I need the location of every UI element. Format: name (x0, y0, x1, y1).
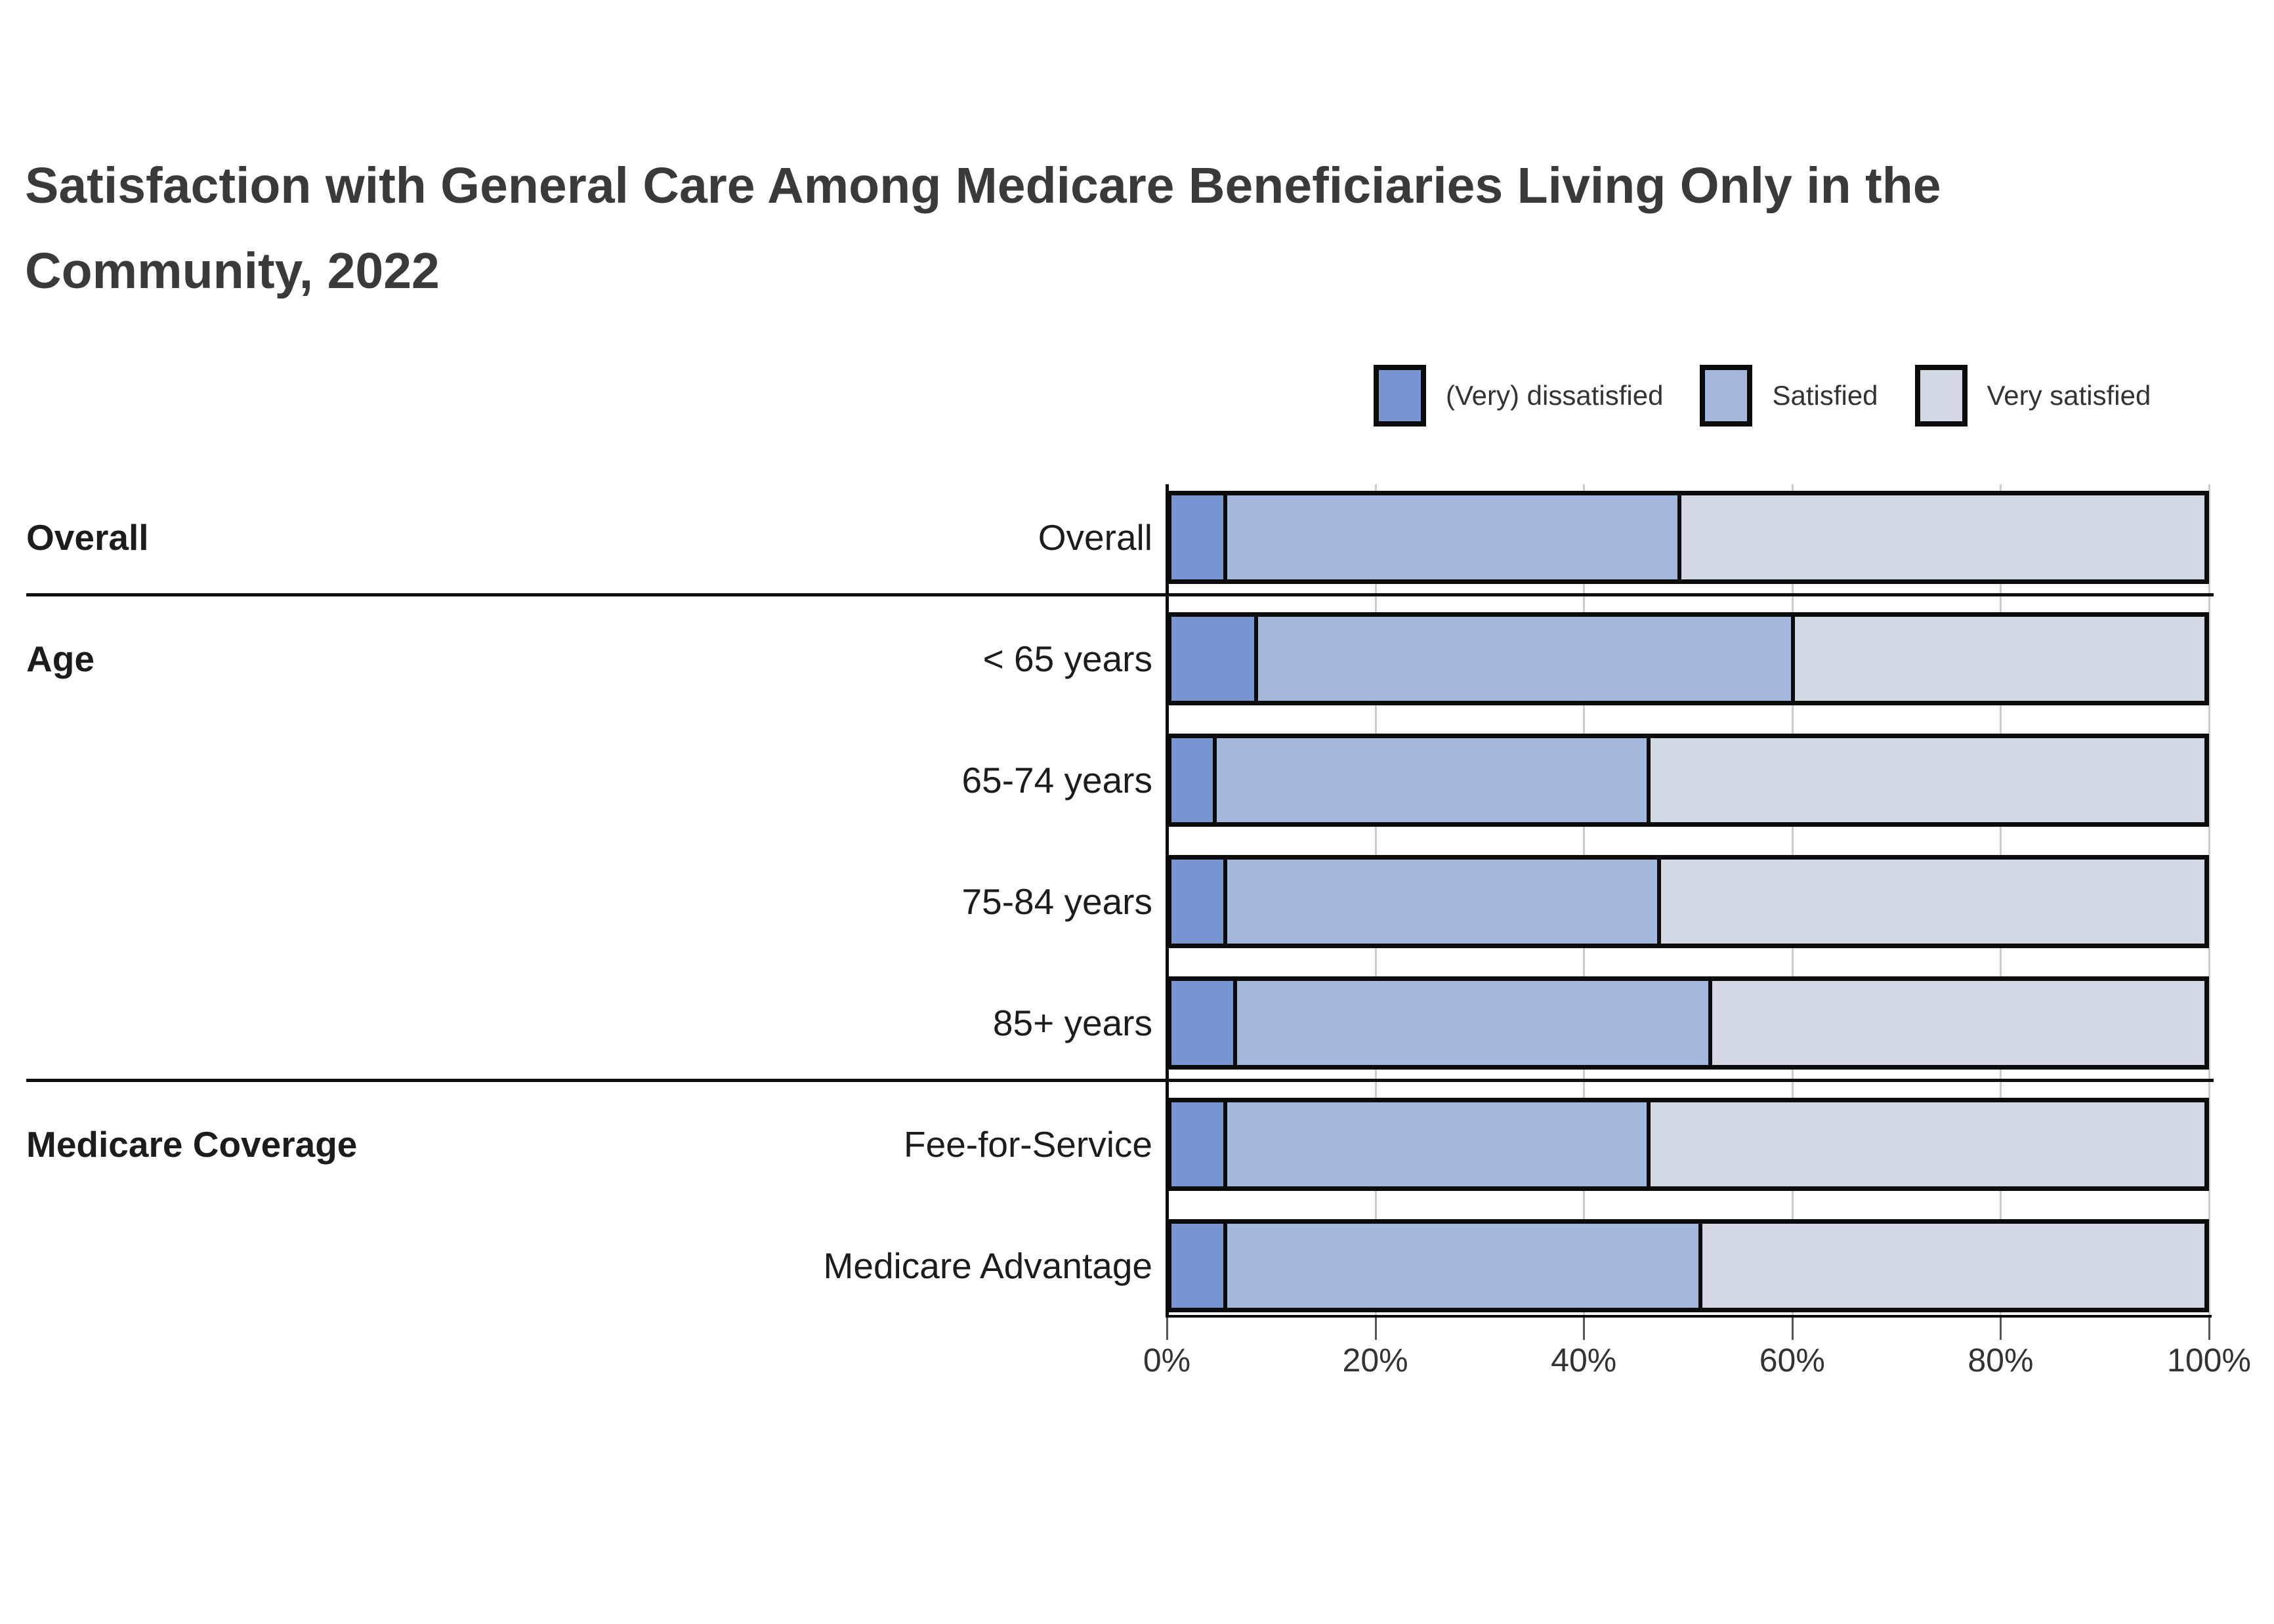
legend-label: (Very) dissatisfied (1446, 380, 1664, 411)
x-axis-line (1166, 1315, 2212, 1318)
bar-segment (1233, 981, 1709, 1065)
axis-tick (1374, 1318, 1377, 1340)
bar-segment (1223, 860, 1657, 944)
legend-swatch-icon (1374, 365, 1426, 427)
axis-tick (1583, 1318, 1586, 1340)
chart-title-line2: Community, 2022 (25, 243, 440, 299)
bar-segment (1171, 1224, 1223, 1308)
bar-segment (1171, 981, 1234, 1065)
bar-segment (1171, 1102, 1223, 1186)
row-label: Medicare Advantage (823, 1245, 1152, 1286)
legend-item: Satisfied (1700, 365, 1878, 427)
bar-segment (1223, 1224, 1698, 1308)
bar-segment (1253, 617, 1792, 701)
legend-swatch-icon (1914, 365, 1968, 427)
chart-title: Satisfaction with General Care Among Med… (25, 143, 2243, 314)
axis-tick (2208, 1318, 2210, 1340)
axis-tick-label: 0% (1143, 1342, 1191, 1379)
bar-segment (1698, 1224, 2204, 1308)
row-label: < 65 years (982, 638, 1152, 679)
legend: (Very) dissatisfied Satisfied Very satisfi… (1374, 365, 2151, 427)
bar-row (1167, 491, 2209, 584)
row-label: 75-84 years (961, 881, 1152, 922)
bar-segment (1677, 495, 2204, 579)
group-label: Medicare Coverage (26, 1124, 358, 1165)
axis-tick-label: 80% (1968, 1342, 2034, 1379)
bar-row (1167, 1098, 2209, 1191)
bar-segment (1656, 860, 2204, 944)
bar-segment (1647, 1102, 2204, 1186)
bar-segment (1223, 1102, 1647, 1186)
group-separator (26, 593, 2214, 596)
axis-tick-label: 40% (1551, 1342, 1617, 1379)
row-label: 85+ years (992, 1003, 1152, 1043)
axis-tick-label: 60% (1759, 1342, 1825, 1379)
row-label: 65-74 years (961, 760, 1152, 801)
bar-segment (1171, 617, 1254, 701)
axis-tick-label: 20% (1342, 1342, 1408, 1379)
legend-label: Very satisfied (1987, 380, 2151, 411)
axis-tick (1791, 1318, 1794, 1340)
chart-title-line1: Satisfaction with General Care Among Med… (25, 157, 1941, 214)
axis-tick-label: 100% (2167, 1342, 2251, 1379)
legend-label: Satisfied (1772, 380, 1878, 411)
bar-segment (1212, 738, 1647, 822)
bar-row (1167, 855, 2209, 948)
legend-item: (Very) dissatisfied (1374, 365, 1663, 427)
y-axis-line (1166, 484, 1169, 1318)
bar-row (1167, 612, 2209, 705)
bar-segment (1171, 495, 1223, 579)
legend-swatch-icon (1700, 365, 1753, 427)
gridline (2208, 484, 2210, 1315)
bar-row (1167, 976, 2209, 1070)
bar-segment (1171, 738, 1213, 822)
group-label: Age (26, 638, 95, 679)
bar-segment (1223, 495, 1678, 579)
group-separator (26, 1079, 2214, 1082)
bar-row (1167, 734, 2209, 827)
bar-segment (1791, 617, 2204, 701)
axis-tick (1166, 1318, 1168, 1340)
bar-segment (1171, 860, 1223, 944)
bar-segment (1708, 981, 2204, 1065)
legend-item: Very satisfied (1914, 365, 2151, 427)
bar-row (1167, 1219, 2209, 1312)
bar-segment (1647, 738, 2204, 822)
row-label: Overall (1038, 517, 1152, 558)
row-label: Fee-for-Service (904, 1124, 1152, 1165)
axis-tick (2000, 1318, 2002, 1340)
group-label: Overall (26, 517, 149, 558)
